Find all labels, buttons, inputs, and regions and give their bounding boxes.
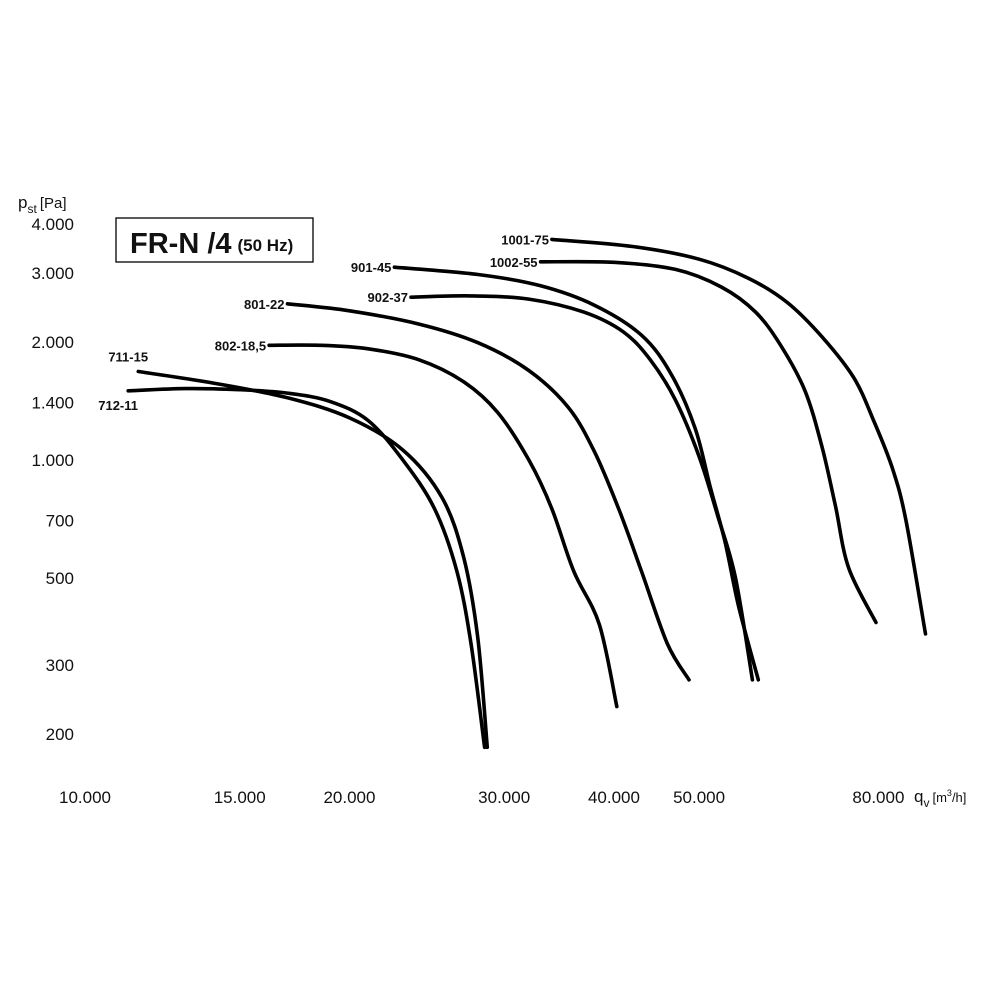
y-tick-label: 200	[46, 725, 74, 744]
x-tick-label: 40.000	[588, 788, 640, 807]
series-curve-802-18,5	[267, 343, 619, 709]
series-curve-711-15	[136, 369, 490, 750]
series-label-711-15: 711-15	[108, 350, 148, 365]
y-tick-label: 3.000	[31, 264, 74, 283]
series-label-bg	[201, 338, 267, 355]
tick-labels: 10.000 15.000 20.000 30.000 40.000 50.000 80.0…	[31, 215, 904, 807]
title-box	[115, 217, 314, 263]
series-label-712-11: 712-11	[98, 398, 138, 413]
series-label-1002-55: 1002-55	[490, 255, 538, 270]
series-curve-1001-75	[550, 237, 928, 636]
series-label-bg	[491, 232, 549, 249]
series-curve-902-37	[409, 294, 755, 682]
x-tick-label: 30.000	[478, 788, 530, 807]
series-curve-712-11	[126, 386, 487, 750]
chart-title-text: FR-N /4 (50 Hz)	[130, 228, 293, 260]
y-tick-label: 4.000	[31, 215, 74, 234]
series-curve-801-22	[285, 302, 691, 682]
series-curve-901-45	[392, 265, 761, 682]
x-tick-label: 20.000	[323, 788, 375, 807]
series-label-801-22: 801-22	[244, 297, 284, 312]
x-axis-title-sub: v	[923, 796, 929, 810]
chart-title: FR-N /4	[130, 228, 232, 260]
x-tick-label: 15.000	[214, 788, 266, 807]
x-axis-title-unit-post: /h]	[952, 790, 966, 805]
series-label-bg	[358, 290, 409, 307]
y-tick-label: 2.000	[31, 333, 74, 352]
series-label-bg	[480, 254, 538, 271]
y-axis-title-sub: st	[27, 202, 37, 216]
x-axis-title-unit-sup: 3	[947, 788, 952, 798]
series-label-bg	[234, 296, 285, 313]
y-axis-title-main: p	[18, 193, 27, 212]
y-tick-label: 1.400	[31, 394, 74, 413]
y-axis-title: pst [Pa]	[18, 193, 67, 216]
x-axis-title: qv [m3/h]	[914, 787, 966, 810]
y-tick-label: 1.000	[31, 451, 74, 470]
series-label-1001-75: 1001-75	[501, 232, 549, 247]
series-label-902-37: 902-37	[368, 290, 408, 305]
y-tick-label: 500	[46, 569, 74, 588]
series-label-bg	[106, 349, 156, 366]
x-tick-label: 80.000	[852, 788, 904, 807]
x-tick-label: 10.000	[59, 788, 111, 807]
series-curves	[126, 237, 928, 750]
series-label-bg	[341, 260, 392, 277]
chart-subtitle: (50 Hz)	[238, 236, 294, 255]
series-label-901-45: 901-45	[351, 260, 391, 275]
x-tick-label: 50.000	[673, 788, 725, 807]
x-axis-title-main: q	[914, 787, 923, 806]
y-axis-title-unit: [Pa]	[40, 195, 67, 212]
series-label-802-18,5: 802-18,5	[215, 338, 266, 353]
series-label-bg	[96, 397, 146, 414]
y-tick-label: 700	[46, 512, 74, 531]
x-axis-title-unit-pre: [m	[932, 790, 946, 805]
y-tick-label: 300	[46, 656, 74, 675]
series-labels: 711-15 712-11 802-18,5 801-22 901-45 902-37 10…	[96, 232, 549, 414]
series-curve-1002-55	[538, 259, 878, 625]
